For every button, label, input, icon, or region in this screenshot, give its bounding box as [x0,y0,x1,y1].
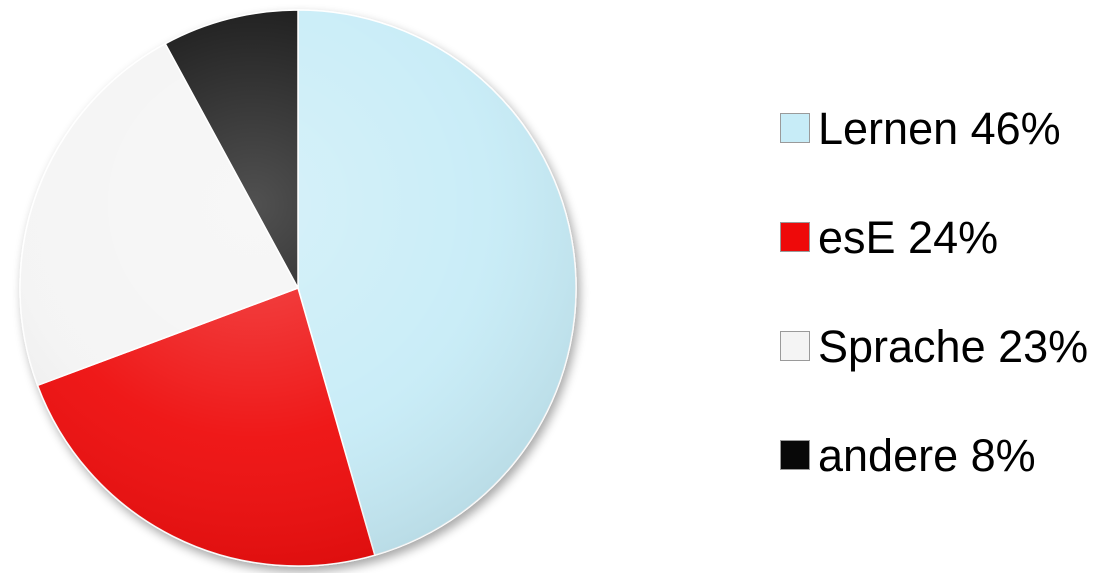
legend-label-lernen: Lernen 46% [818,102,1061,154]
legend-item-andere: andere 8% [780,427,1110,483]
legend-item-ese: esE 24% [780,209,1110,265]
legend-swatch-lernen [780,113,810,143]
legend-swatch-ese [780,222,810,252]
legend-label-sprache: Sprache 23% [818,320,1089,372]
pie-chart-svg [19,9,577,567]
legend-item-lernen: Lernen 46% [780,100,1110,156]
legend-label-ese: esE 24% [818,211,999,263]
legend-swatch-andere [780,440,810,470]
legend-swatch-sprache [780,331,810,361]
pie-chart [19,9,577,567]
legend-item-sprache: Sprache 23% [780,318,1110,374]
legend-label-andere: andere 8% [818,429,1036,481]
chart-legend: Lernen 46% esE 24% Sprache 23% andere 8% [780,100,1110,536]
